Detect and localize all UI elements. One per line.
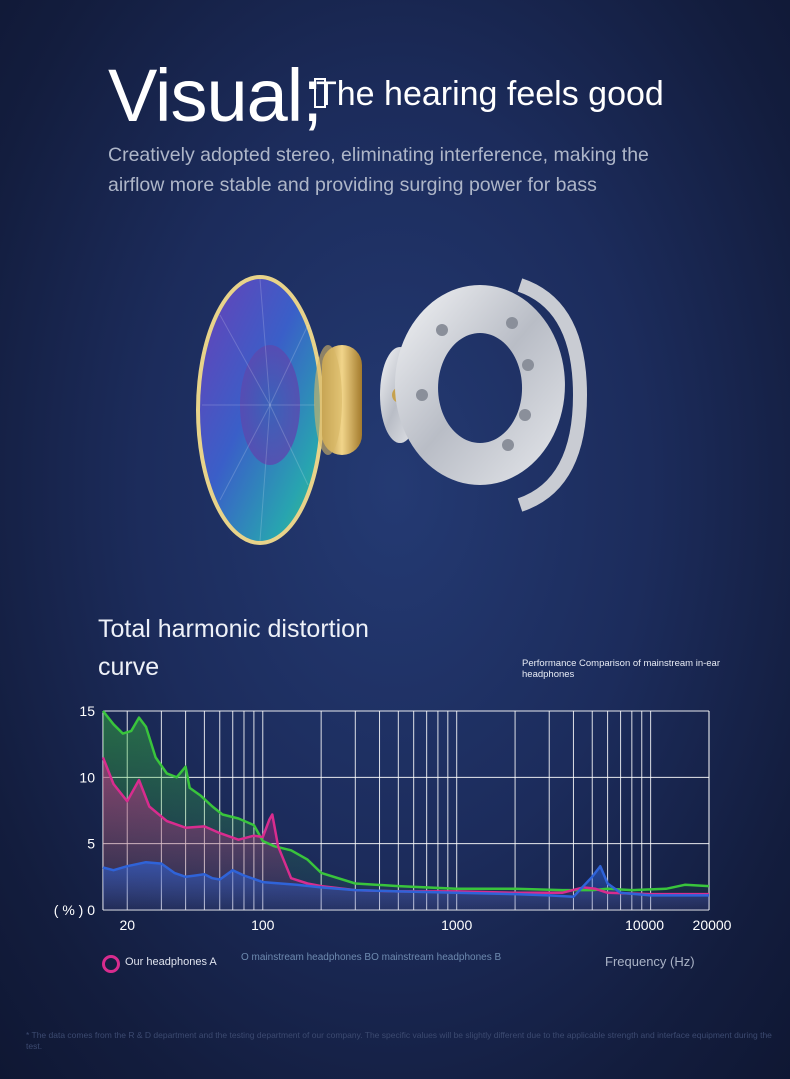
hero-subtitle: The hearing feels good	[316, 75, 664, 113]
performance-note: Performance Comparison of mainstream in-…	[522, 658, 720, 680]
hero-description: Creatively adopted stereo, eliminating i…	[108, 144, 649, 196]
legend-label-others: O mainstream headphones BO mainstream he…	[241, 952, 502, 963]
x-axis-label: Frequency (Hz)	[605, 954, 695, 969]
x-tick-label: 100	[251, 917, 275, 933]
series-area-2	[103, 862, 709, 910]
series-line-1	[102, 710, 710, 892]
y-tick-label: 5	[87, 836, 95, 852]
x-tick-label: 10000	[625, 917, 664, 933]
hero-title: Visual;	[108, 54, 323, 137]
series-area-0	[103, 757, 709, 910]
legend-marker-a	[102, 955, 120, 973]
y-tick-label: 10	[79, 769, 95, 785]
series-line-0	[101, 756, 709, 896]
legend-label-a: Our headphones A	[125, 956, 217, 968]
y-tick-label: ( % ) 0	[54, 902, 95, 918]
x-tick-label: 1000	[441, 917, 472, 933]
thd-chart: ( % ) 0 5 10 15 20 100 1000 10000 20000	[54, 703, 732, 933]
text-cursor-box	[314, 78, 326, 108]
x-tick-label: 20000	[693, 917, 732, 933]
x-tick-label: 20	[119, 917, 135, 933]
footnote: * The data comes from the R & D departme…	[26, 1030, 772, 1051]
speaker-driver-illustration	[196, 275, 588, 545]
chart-title: Total harmonic distortion curve	[98, 615, 369, 681]
series-line-2	[102, 860, 709, 898]
y-tick-label: 15	[79, 703, 95, 719]
